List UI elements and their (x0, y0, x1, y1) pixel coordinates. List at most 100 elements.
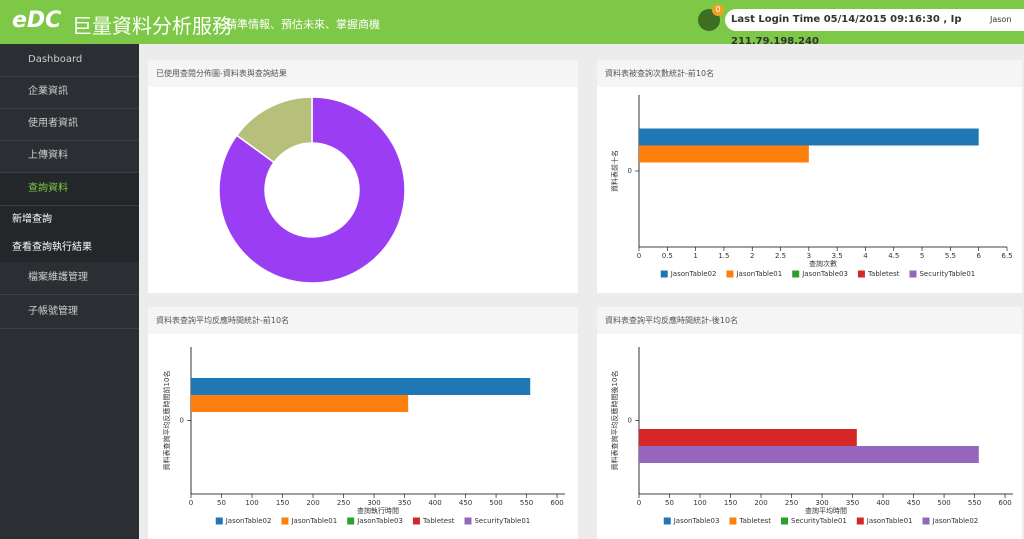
legend-swatch (909, 270, 917, 278)
x-tick-label: 150 (724, 499, 737, 507)
y-tick-label: 0 (628, 417, 632, 425)
x-tick-label: 100 (245, 499, 258, 507)
menu-item[interactable]: 企業資訊 (0, 76, 139, 109)
legend-label: Tabletest (738, 517, 771, 525)
panel: 資料表查詢平均反應時間統計-後10名 0 50 100 150 200 250 300 350… (597, 307, 1022, 539)
legend-label: SecurityTable01 (474, 517, 530, 525)
legend-label: SecurityTable01 (791, 517, 847, 525)
chart: 0 0.5 1 1.5 2 2.5 3 3.5 4 4.5 5 5.5 6 6.5 查詢次數 資料表前十名 0 J… (610, 95, 1013, 278)
y-tick-label: 0 (628, 167, 632, 175)
x-tick-label: 350 (398, 499, 411, 507)
panel-title: 資料表被查詢次數統計-前10名 (597, 60, 1022, 87)
donut-slice (235, 96, 313, 164)
panel: 已使用查閱分佈圖-資料表與查詢結果 (148, 60, 578, 293)
menu-item[interactable]: 上傳資料 (0, 140, 139, 173)
user-menu[interactable]: Jason (976, 9, 1024, 31)
menu-item[interactable]: 子帳號管理 (0, 296, 139, 329)
last-login: Last Login Time 05/14/2015 09:16:30 , Ip… (725, 9, 1024, 47)
top-bar: eDC 巨量資料分析服務 精準情報、預估未來、掌握商機 0 Last Login… (0, 0, 1024, 47)
legend-label: JasonTable02 (670, 270, 717, 278)
x-tick-label: 50 (665, 499, 674, 507)
x-tick-label: 4.5 (888, 252, 899, 260)
bar (639, 446, 979, 463)
x-tick-label: 1.5 (718, 252, 729, 260)
legend-swatch (281, 517, 289, 525)
x-tick-label: 200 (754, 499, 767, 507)
x-tick-label: 150 (276, 499, 289, 507)
x-tick-label: 6 (976, 252, 981, 260)
legend-swatch (215, 517, 223, 525)
x-tick-label: 0 (637, 499, 641, 507)
menu-item[interactable]: 使用者資訊 (0, 108, 139, 141)
legend-label: JasonTable01 (866, 517, 913, 525)
x-tick-label: 5 (920, 252, 924, 260)
y-axis-label: 資料表前十名 (610, 150, 619, 192)
y-tick-label: 0 (180, 417, 184, 425)
legend-swatch (729, 517, 737, 525)
sidebar: Dashboard 企業資訊 使用者資訊 上傳資料 查詢資料 新增查詢 查看查詢… (0, 44, 139, 539)
legend-label: JasonTable01 (735, 270, 782, 278)
bar (191, 395, 409, 412)
legend-swatch (781, 517, 789, 525)
legend-label: SecurityTable01 (919, 270, 975, 278)
legend-swatch (347, 517, 355, 525)
bar (639, 145, 809, 163)
legend-swatch (856, 517, 864, 525)
panel: 資料表被查詢次數統計-前10名 0 0.5 1 1.5 2 2.5 3 3.5 4 4.5 5 5.5… (597, 60, 1022, 293)
bar (191, 378, 531, 395)
submenu-item[interactable]: 新增查詢 (0, 206, 139, 234)
x-tick-label: 450 (459, 499, 472, 507)
x-tick-label: 50 (217, 499, 226, 507)
slogan: 精準情報、預估未來、掌握商機 (226, 18, 380, 31)
x-tick-label: 500 (937, 499, 950, 507)
menu-item[interactable]: 檔案維護管理 (0, 262, 139, 295)
x-tick-label: 500 (489, 499, 502, 507)
x-axis-label: 查詢次數 (809, 259, 837, 268)
submenu-item[interactable]: 查看查詢執行結果 (0, 234, 139, 262)
site-title: 巨量資料分析服務 (72, 14, 232, 38)
x-tick-label: 250 (337, 499, 350, 507)
x-tick-label: 0.5 (662, 252, 673, 260)
x-tick-label: 250 (785, 499, 798, 507)
donut-slice (218, 96, 406, 284)
x-tick-label: 600 (550, 499, 563, 507)
chart (218, 96, 406, 284)
x-axis-label: 查詢平均時間 (805, 506, 847, 515)
legend-label: JasonTable03 (801, 270, 848, 278)
menu-item[interactable]: 查詢資料 (0, 173, 139, 206)
legend-swatch (922, 517, 930, 525)
x-tick-label: 550 (968, 499, 981, 507)
x-tick-label: 350 (846, 499, 859, 507)
panel-title: 資料表查詢平均反應時間統計-後10名 (597, 307, 1022, 334)
bar (639, 128, 979, 146)
x-tick-label: 100 (693, 499, 706, 507)
x-tick-label: 3 (807, 252, 811, 260)
y-axis-label: 資料表查詢平均反應時間前10名 (162, 371, 171, 471)
legend-label: JasonTable01 (290, 517, 337, 525)
x-tick-label: 2 (750, 252, 754, 260)
chart: 0 50 100 150 200 250 300 350 400 450 500 550 600 查詢平均… (610, 347, 1013, 525)
legend-label: JasonTable03 (673, 517, 720, 525)
legend-swatch (857, 270, 865, 278)
x-tick-label: 200 (306, 499, 319, 507)
logo[interactable]: eDC (12, 8, 62, 33)
legend-swatch (660, 270, 668, 278)
x-tick-label: 2.5 (775, 252, 786, 260)
notification-count: 0 (712, 4, 724, 16)
legend-label: Tabletest (422, 517, 455, 525)
legend-label: JasonTable02 (225, 517, 272, 525)
panel-title: 已使用查閱分佈圖-資料表與查詢結果 (148, 60, 578, 87)
legend-swatch (663, 517, 671, 525)
x-tick-label: 400 (428, 499, 441, 507)
x-tick-label: 0 (637, 252, 641, 260)
legend-swatch (726, 270, 734, 278)
menu-item[interactable]: Dashboard (0, 44, 139, 77)
x-tick-label: 600 (998, 499, 1011, 507)
legend-swatch (412, 517, 420, 525)
x-tick-label: 300 (367, 499, 380, 507)
legend-label: Tabletest (867, 270, 900, 278)
x-tick-label: 5.5 (945, 252, 956, 260)
x-axis-label: 查詢執行時間 (357, 506, 399, 515)
x-tick-label: 4 (863, 252, 868, 260)
